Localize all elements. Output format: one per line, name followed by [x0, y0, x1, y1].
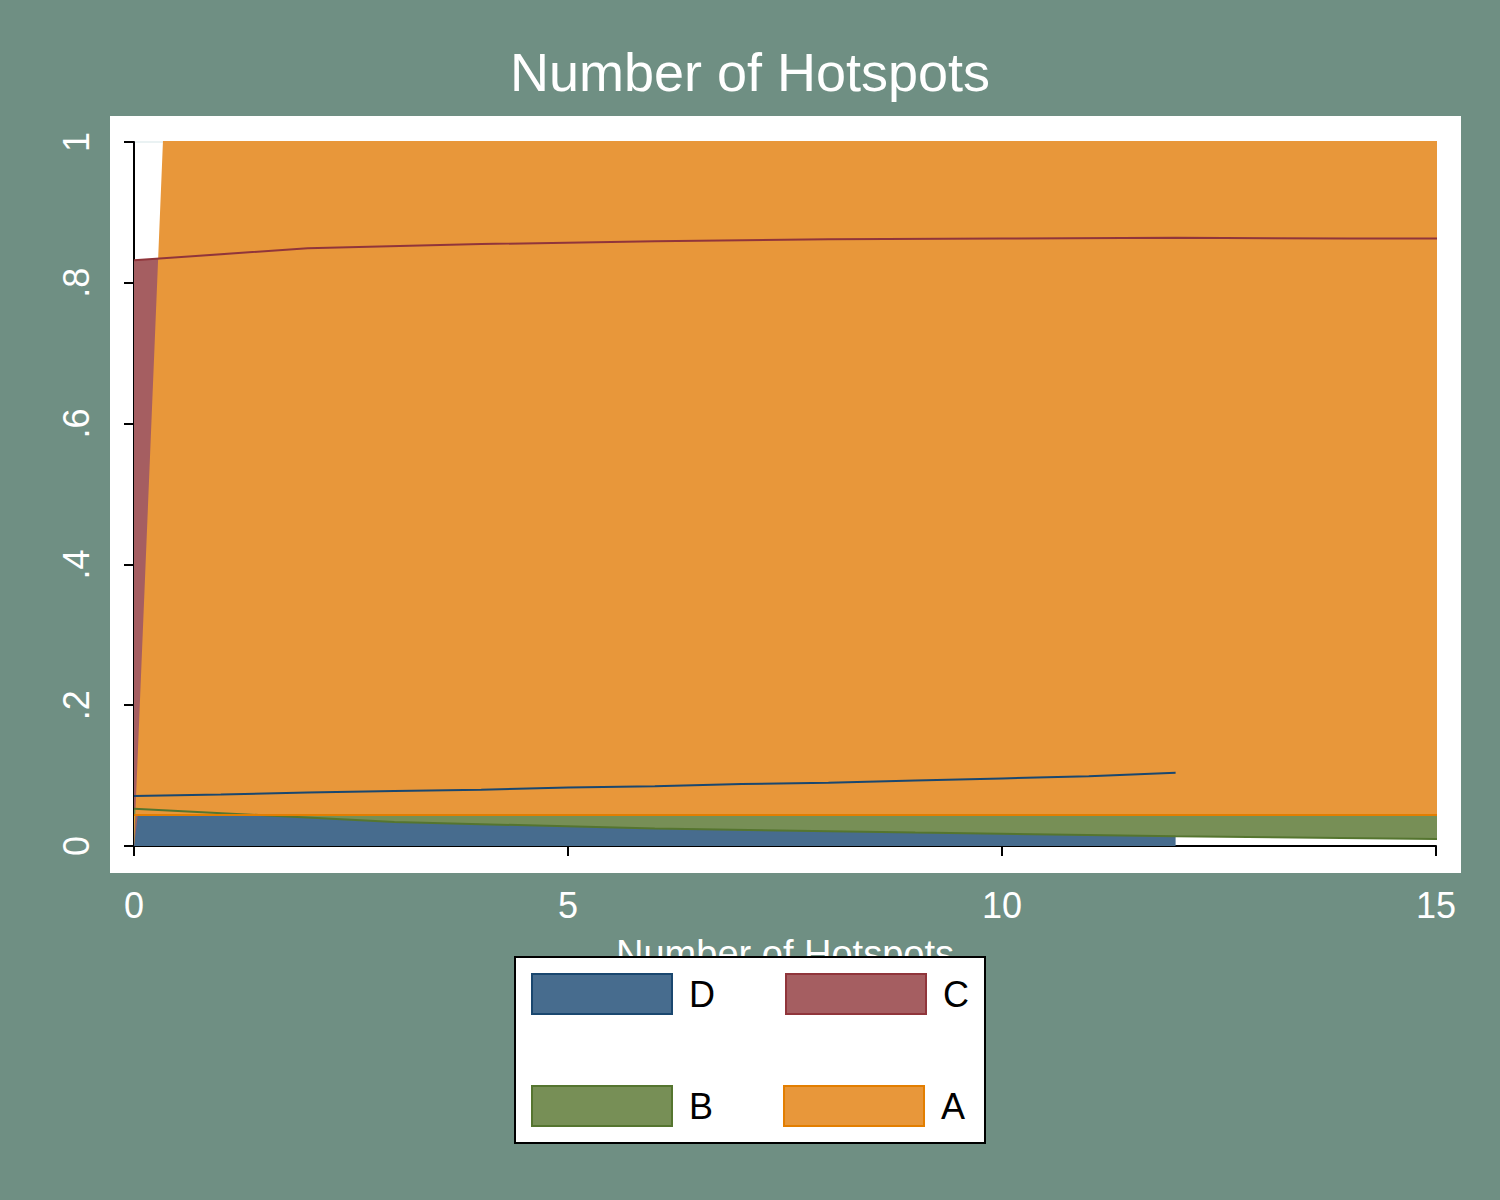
svg-text:Number of Hotspots: Number of Hotspots: [616, 933, 954, 975]
svg-text:1: 1: [56, 132, 97, 152]
svg-text:.6: .6: [56, 409, 97, 439]
svg-text:.8: .8: [56, 268, 97, 298]
svg-text:Number of Hotspots: Number of Hotspots: [510, 42, 990, 102]
svg-text:15: 15: [1416, 885, 1456, 926]
svg-text:10: 10: [982, 885, 1022, 926]
svg-text:A: A: [941, 1086, 965, 1127]
svg-text:B: B: [689, 1086, 713, 1127]
svg-text:.4: .4: [56, 549, 97, 579]
svg-text:.2: .2: [56, 690, 97, 720]
svg-text:C: C: [943, 974, 969, 1015]
svg-text:0: 0: [124, 885, 144, 926]
svg-text:5: 5: [558, 885, 578, 926]
svg-text:D: D: [689, 974, 715, 1015]
svg-text:0: 0: [56, 836, 97, 856]
